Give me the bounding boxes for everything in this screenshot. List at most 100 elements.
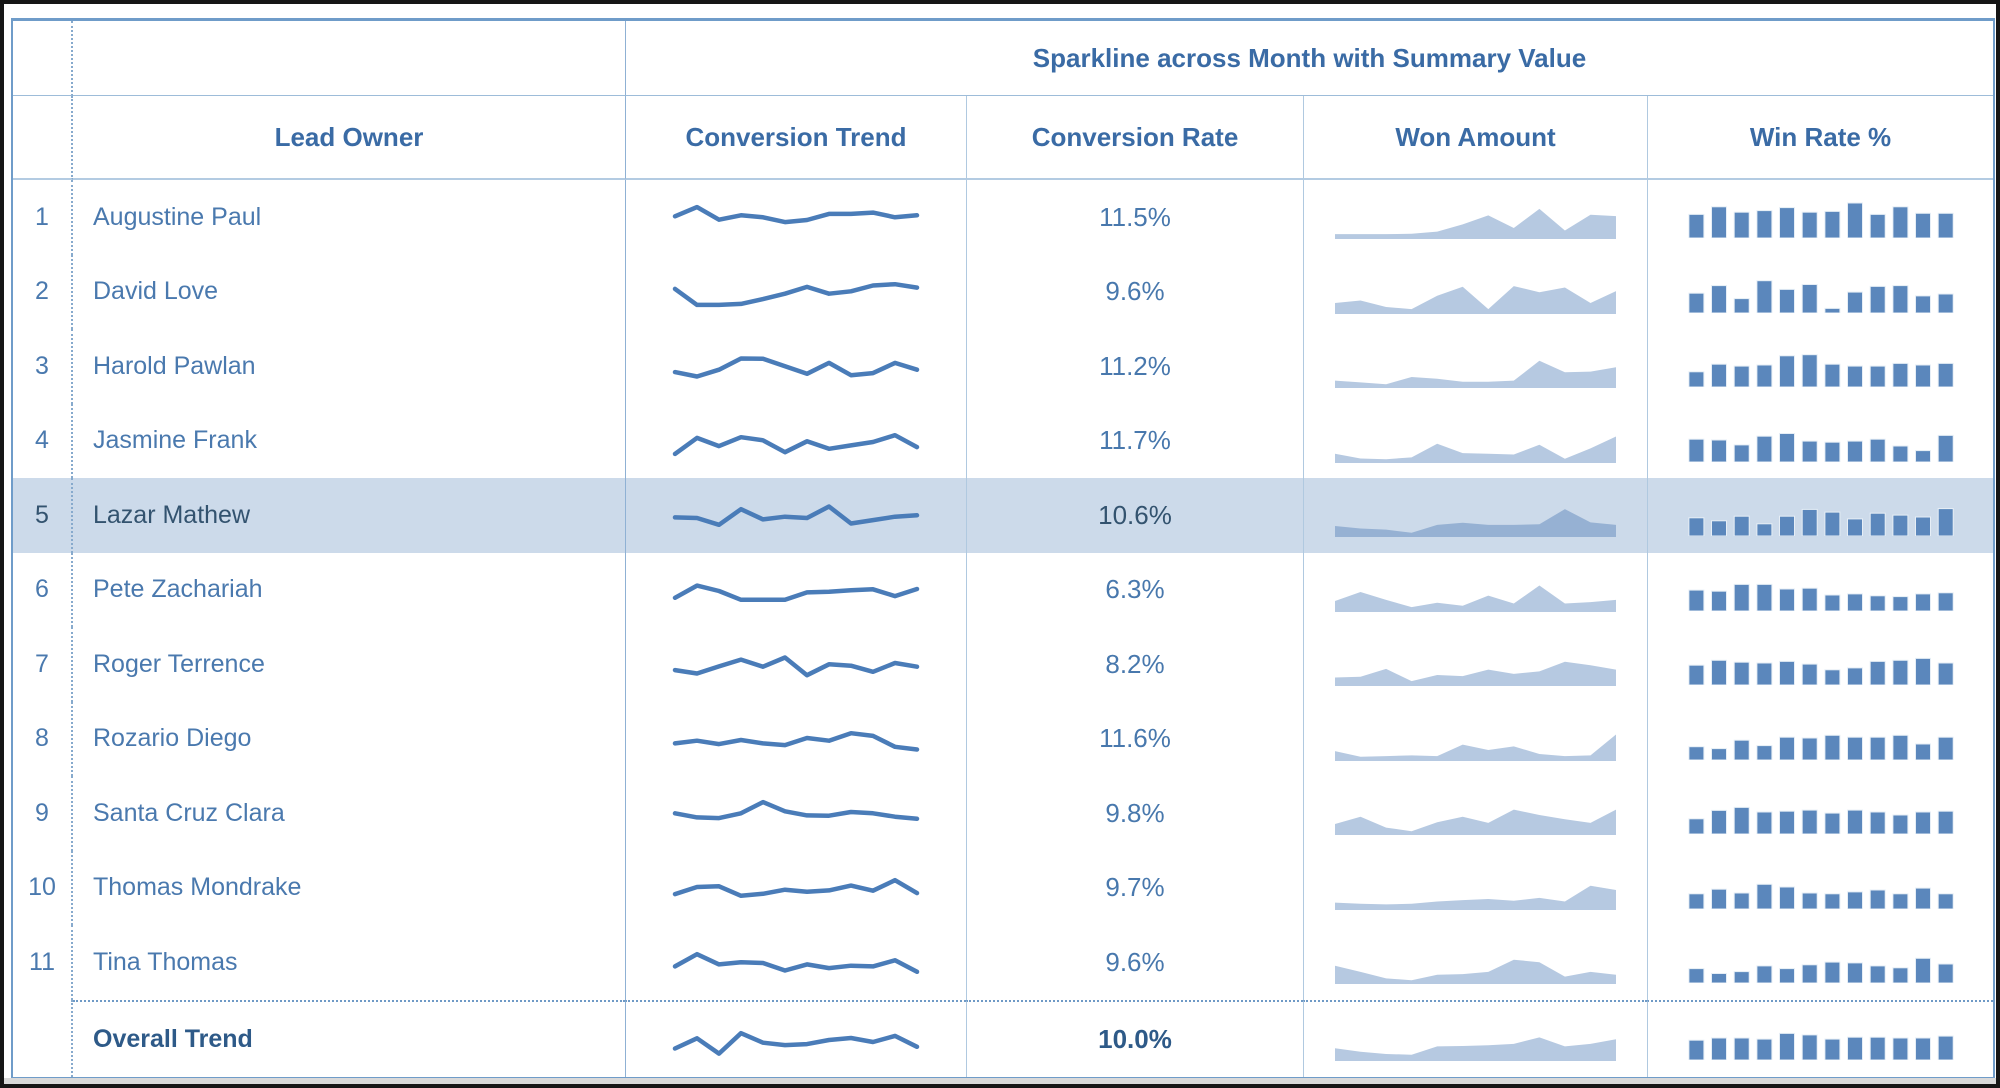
conversion-rate-cell[interactable]: 11.5% [966, 180, 1303, 255]
bar-sparkline-chart [1685, 494, 1957, 537]
row-number: 3 [13, 329, 73, 404]
win-rate-sparkline[interactable] [1647, 925, 1993, 1000]
row-number: 6 [13, 552, 73, 627]
conversion-trend-sparkline[interactable] [625, 999, 966, 1077]
line-sparkline-chart [671, 940, 921, 984]
lead-owner-cell[interactable]: Roger Terrence [93, 649, 265, 678]
win-rate-sparkline[interactable] [1647, 478, 1993, 553]
lead-owner-cell[interactable]: Santa Cruz Clara [93, 798, 285, 827]
conversion-rate-cell[interactable]: 11.2% [966, 329, 1303, 404]
lead-owner-cell[interactable]: Pete Zachariah [93, 575, 263, 604]
bar-sparkline-chart [1685, 941, 1957, 984]
win-rate-sparkline[interactable] [1647, 403, 1993, 478]
conversion-trend-sparkline[interactable] [625, 776, 966, 851]
conversion-trend-sparkline[interactable] [625, 329, 966, 404]
conversion-trend-sparkline[interactable] [625, 478, 966, 553]
conversion-rate-cell[interactable]: 11.7% [966, 403, 1303, 478]
row-number: 7 [13, 627, 73, 702]
column-header-lead-owner[interactable]: Lead Owner [73, 96, 625, 180]
conversion-rate-cell[interactable]: 9.6% [966, 254, 1303, 329]
conversion-rate-cell[interactable]: 6.3% [966, 552, 1303, 627]
line-sparkline-chart [671, 568, 921, 612]
area-sparkline-chart [1333, 419, 1618, 463]
table-title: Sparkline across Month with Summary Valu… [625, 21, 1993, 96]
row-number: 1 [13, 180, 73, 255]
conversion-rate-cell[interactable]: 8.2% [966, 627, 1303, 702]
win-rate-sparkline[interactable] [1647, 999, 1993, 1077]
column-header-won-amount[interactable]: Won Amount [1303, 96, 1647, 180]
column-header-conversion-rate[interactable]: Conversion Rate [966, 96, 1303, 180]
bar-sparkline-chart [1685, 1018, 1957, 1060]
summary-row-number-cell [13, 999, 73, 1077]
row-number: 5 [13, 478, 73, 553]
area-sparkline-chart [1333, 270, 1618, 314]
lead-owner-cell[interactable]: Tina Thomas [93, 947, 238, 976]
bar-sparkline-chart [1685, 867, 1957, 909]
area-sparkline-chart [1333, 344, 1618, 389]
lead-owner-cell[interactable]: Jasmine Frank [93, 426, 257, 455]
column-header-conversion-trend[interactable]: Conversion Trend [625, 96, 966, 180]
conversion-rate-cell[interactable]: 10.6% [966, 478, 1303, 553]
conversion-trend-sparkline[interactable] [625, 925, 966, 1000]
line-sparkline-chart [671, 791, 921, 835]
conversion-rate-cell[interactable]: 9.7% [966, 850, 1303, 925]
conversion-rate-cell[interactable]: 11.6% [966, 701, 1303, 776]
conversion-trend-sparkline[interactable] [625, 254, 966, 329]
conversion-trend-sparkline[interactable] [625, 403, 966, 478]
line-sparkline-chart [671, 195, 921, 239]
row-number-header [13, 96, 73, 180]
win-rate-sparkline[interactable] [1647, 701, 1993, 776]
line-sparkline-chart [671, 1017, 921, 1061]
conversion-rate-cell[interactable]: 10.0% [966, 999, 1303, 1077]
lead-owner-cell[interactable]: Rozario Diego [93, 724, 252, 753]
win-rate-sparkline[interactable] [1647, 180, 1993, 255]
bar-sparkline-chart [1685, 271, 1957, 313]
bar-sparkline-chart [1685, 792, 1957, 835]
won-amount-sparkline[interactable] [1303, 776, 1647, 851]
win-rate-sparkline[interactable] [1647, 254, 1993, 329]
area-sparkline-chart [1333, 642, 1618, 687]
lead-owner-cell[interactable]: Augustine Paul [93, 202, 262, 231]
empty-header-cell [73, 21, 625, 96]
won-amount-sparkline[interactable] [1303, 403, 1647, 478]
won-amount-sparkline[interactable] [1303, 478, 1647, 553]
window-bottom-strip [4, 1078, 1996, 1084]
won-amount-sparkline[interactable] [1303, 329, 1647, 404]
win-rate-sparkline[interactable] [1647, 552, 1993, 627]
bar-sparkline-chart [1685, 196, 1957, 239]
line-sparkline-chart [671, 419, 921, 463]
conversion-trend-sparkline[interactable] [625, 701, 966, 776]
lead-owner-cell[interactable]: Thomas Mondrake [93, 873, 302, 902]
won-amount-sparkline[interactable] [1303, 701, 1647, 776]
conversion-rate-cell[interactable]: 9.8% [966, 776, 1303, 851]
won-amount-sparkline[interactable] [1303, 850, 1647, 925]
bar-sparkline-chart [1685, 718, 1957, 760]
won-amount-sparkline[interactable] [1303, 999, 1647, 1077]
conversion-trend-sparkline[interactable] [625, 552, 966, 627]
lead-owner-cell[interactable]: Lazar Mathew [73, 478, 625, 553]
won-amount-sparkline[interactable] [1303, 627, 1647, 702]
bar-sparkline-chart [1685, 420, 1957, 462]
won-amount-sparkline[interactable] [1303, 552, 1647, 627]
win-rate-sparkline[interactable] [1647, 776, 1993, 851]
lead-owner-cell[interactable]: Harold Pawlan [93, 351, 256, 380]
won-amount-sparkline[interactable] [1303, 180, 1647, 255]
area-sparkline-chart [1333, 568, 1618, 612]
win-rate-sparkline[interactable] [1647, 627, 1993, 702]
area-sparkline-chart [1333, 195, 1618, 240]
conversion-trend-sparkline[interactable] [625, 180, 966, 255]
line-sparkline-chart [671, 493, 921, 537]
win-rate-sparkline[interactable] [1647, 850, 1993, 925]
column-header-win-rate[interactable]: Win Rate % [1647, 96, 1993, 180]
conversion-trend-sparkline[interactable] [625, 627, 966, 702]
lead-owner-cell[interactable]: David Love [93, 277, 219, 306]
summary-label-cell[interactable]: Overall Trend [73, 999, 625, 1077]
win-rate-sparkline[interactable] [1647, 329, 1993, 404]
won-amount-sparkline[interactable] [1303, 254, 1647, 329]
bar-sparkline-chart [1685, 643, 1957, 686]
area-sparkline-chart [1333, 791, 1618, 836]
conversion-rate-cell[interactable]: 9.6% [966, 925, 1303, 1000]
conversion-trend-sparkline[interactable] [625, 850, 966, 925]
won-amount-sparkline[interactable] [1303, 925, 1647, 1000]
